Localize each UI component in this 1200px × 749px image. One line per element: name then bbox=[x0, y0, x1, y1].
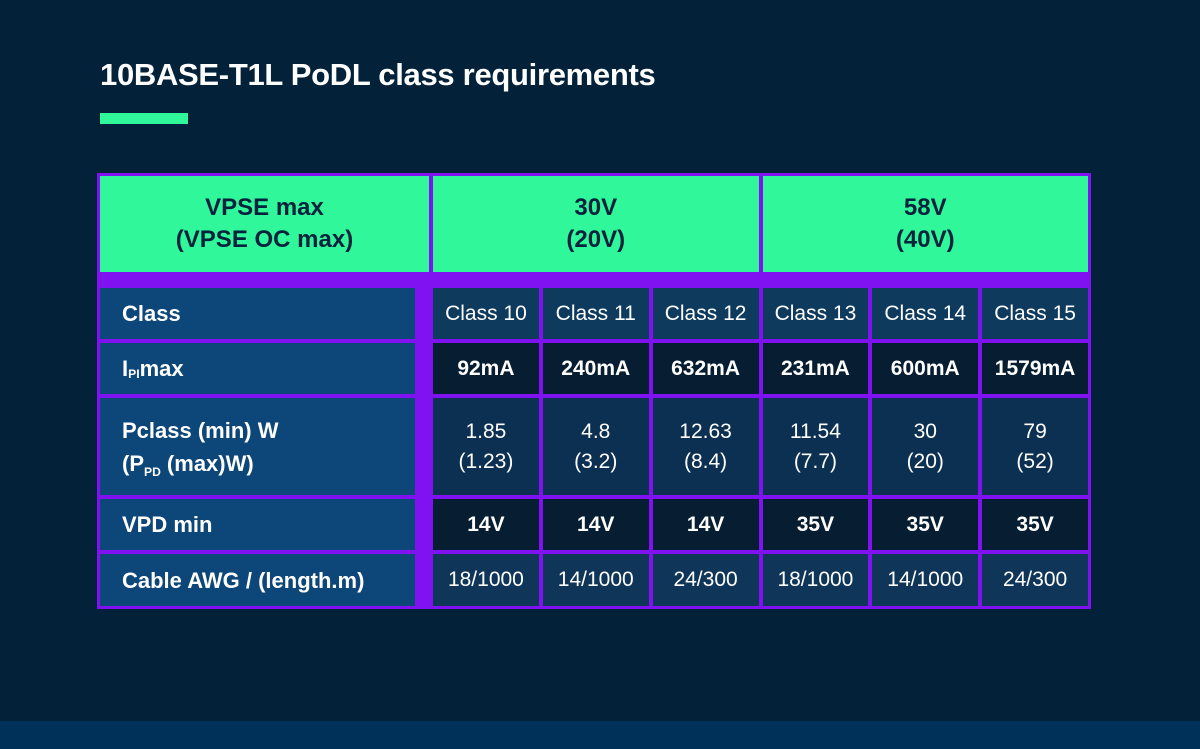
cell-class-10: Class 10 bbox=[433, 288, 539, 339]
pclass-min-class12: 12.63 bbox=[679, 420, 732, 444]
ppd-max-class15: (52) bbox=[1016, 449, 1054, 473]
cell-pclass-class12: 12.63 (8.4) bbox=[652, 398, 759, 495]
row-label-ipi-max: I PI max bbox=[100, 343, 415, 394]
footer-accent-bar bbox=[0, 721, 1200, 749]
ppd-max-class11: (3.2) bbox=[574, 449, 618, 473]
header-58v-line2: (40V) bbox=[895, 226, 955, 253]
cell-ipi-class13: 231mA bbox=[762, 343, 869, 394]
header-30v-line2: (20V) bbox=[566, 226, 626, 253]
cell-class-12: Class 12 bbox=[652, 288, 759, 339]
cell-vpd-class11: 14V bbox=[542, 499, 649, 550]
ppd-max-class10: (1.23) bbox=[458, 449, 514, 473]
pclass-label-subscript: PD bbox=[144, 464, 161, 479]
pclass-min-class10: 1.85 bbox=[465, 420, 507, 444]
pclass-min-class11: 4.8 bbox=[581, 420, 611, 444]
row-label-cable-awg: Cable AWG / (length.m) bbox=[100, 554, 415, 606]
cell-vpd-class12: 14V bbox=[652, 499, 759, 550]
header-vpse-line2: (VPSE OC max) bbox=[175, 226, 354, 253]
cell-ipi-class12: 632mA bbox=[652, 343, 759, 394]
cell-class-13: Class 13 bbox=[762, 288, 869, 339]
cell-ipi-class15: 1579mA bbox=[982, 343, 1088, 394]
pclass-min-class14: 30 bbox=[913, 420, 937, 444]
cell-pclass-class11: 4.8 (3.2) bbox=[542, 398, 649, 495]
header-vpse-line1: VPSE max bbox=[205, 193, 324, 221]
cell-class-14: Class 14 bbox=[872, 288, 979, 339]
cell-vpd-class15: 35V bbox=[982, 499, 1088, 550]
header-30v-line1: 30V bbox=[574, 193, 618, 221]
ipi-label-subscript: PI bbox=[128, 366, 140, 381]
cell-vpd-class14: 35V bbox=[872, 499, 979, 550]
cell-cable-class11: 14/1000 bbox=[542, 554, 649, 606]
row-label-pclass: Pclass (min) W (PPD (max)W) bbox=[100, 398, 415, 495]
ppd-max-class13: (7.7) bbox=[793, 449, 837, 473]
pclass-label: Pclass (min) W (PPD (max)W) bbox=[122, 414, 278, 480]
pclass-label-line2-pre: (P bbox=[122, 450, 144, 476]
header-58v-line1: 58V bbox=[903, 193, 947, 221]
cell-pclass-class10: 1.85 (1.23) bbox=[433, 398, 539, 495]
cell-cable-class10: 18/1000 bbox=[433, 554, 539, 606]
cell-pclass-class15: 79 (52) bbox=[982, 398, 1088, 495]
cell-cable-class13: 18/1000 bbox=[762, 554, 869, 606]
cell-ipi-class11: 240mA bbox=[542, 343, 649, 394]
pclass-min-class15: 79 bbox=[1023, 420, 1047, 444]
header-cell-30v-group: 30V (20V) bbox=[433, 176, 759, 272]
pclass-label-line2-post: (max)W) bbox=[160, 450, 254, 476]
cell-vpd-class10: 14V bbox=[433, 499, 539, 550]
cell-cable-class14: 14/1000 bbox=[872, 554, 979, 606]
cell-pclass-class14: 30 (20) bbox=[872, 398, 979, 495]
ppd-max-class14: (20) bbox=[906, 449, 944, 473]
pclass-label-line1: Pclass (min) W bbox=[122, 417, 279, 443]
header-cell-58v-group: 58V (40V) bbox=[762, 176, 1088, 272]
cell-cable-class12: 24/300 bbox=[652, 554, 759, 606]
ipi-label-suffix: max bbox=[139, 356, 184, 381]
cell-vpd-class13: 35V bbox=[762, 499, 869, 550]
ppd-max-class12: (8.4) bbox=[683, 449, 728, 473]
ipi-label-symbol: I bbox=[122, 356, 129, 381]
cell-class-11: Class 11 bbox=[542, 288, 649, 339]
pclass-min-class13: 11.54 bbox=[789, 420, 841, 444]
cell-class-15: Class 15 bbox=[982, 288, 1088, 339]
cell-pclass-class13: 11.54 (7.7) bbox=[762, 398, 869, 495]
header-cell-vpse-max: VPSE max (VPSE OC max) bbox=[100, 176, 429, 272]
cell-ipi-class14: 600mA bbox=[872, 343, 979, 394]
title-underline-accent bbox=[100, 113, 188, 124]
row-label-vpd-min: VPD min bbox=[100, 499, 415, 550]
page-title: 10BASE-T1L PoDL class requirements bbox=[100, 57, 656, 92]
podl-class-requirements-table: VPSE max (VPSE OC max) 30V (20V) 58V (40… bbox=[97, 173, 1091, 609]
cell-cable-class15: 24/300 bbox=[982, 554, 1088, 606]
row-label-class: Class bbox=[100, 288, 415, 339]
cell-ipi-class10: 92mA bbox=[433, 343, 539, 394]
